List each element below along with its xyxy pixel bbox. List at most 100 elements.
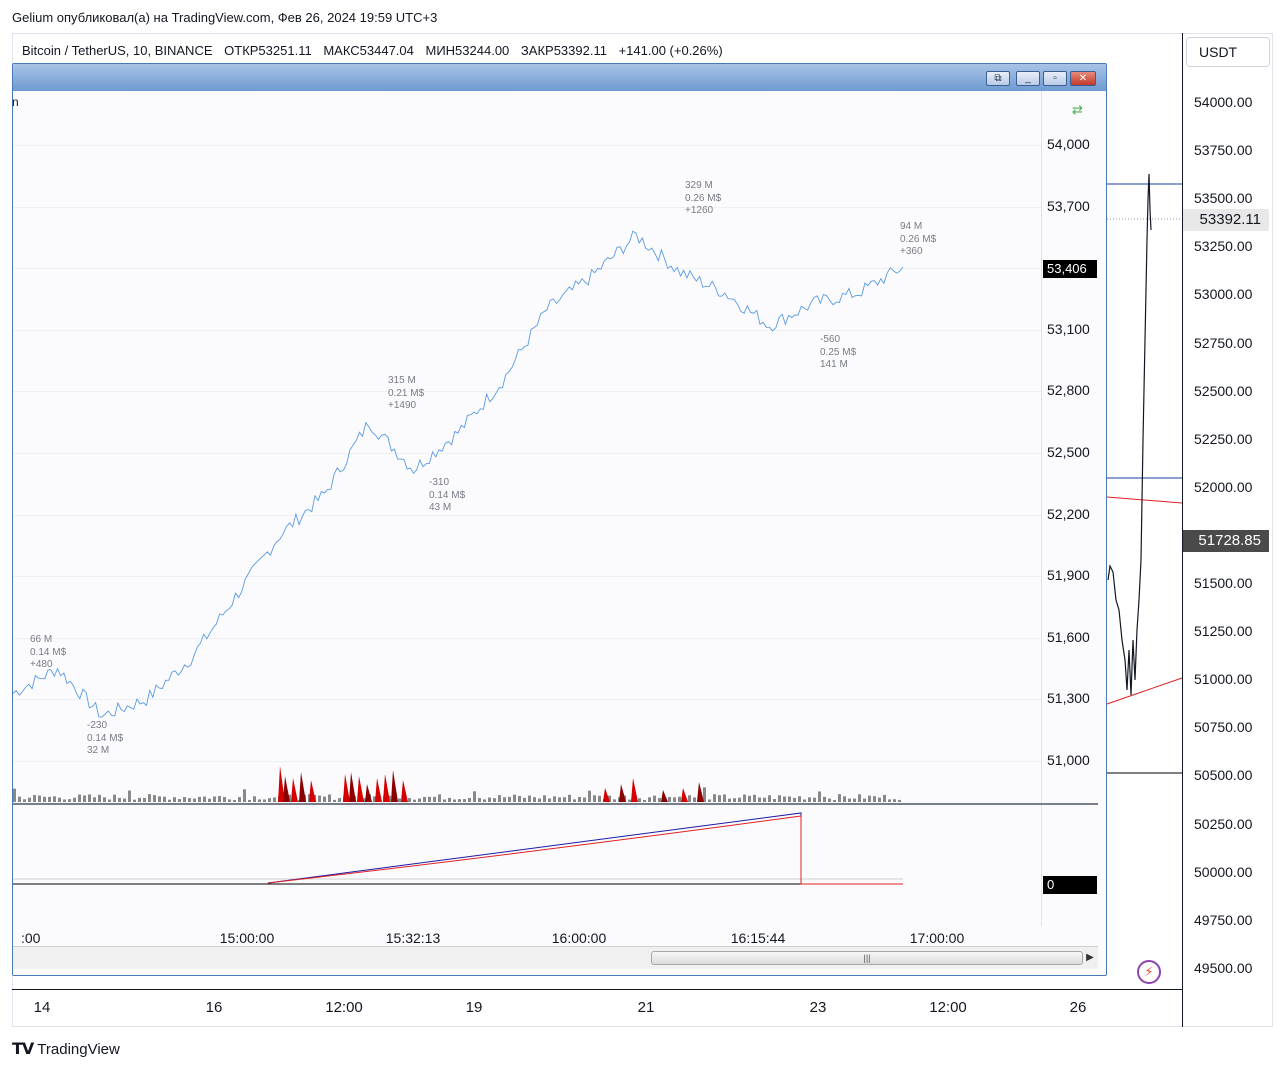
grid-line: [13, 145, 1041, 146]
volume-spike: [375, 778, 382, 802]
volume-bar: [83, 795, 86, 802]
currency-button[interactable]: USDT: [1186, 37, 1270, 67]
volume-bar: [478, 798, 481, 802]
volume-bar: [158, 796, 161, 802]
volume-bar: [893, 799, 896, 802]
volume-bar: [758, 797, 761, 802]
window-restore-button[interactable]: ⧉: [986, 71, 1010, 86]
volume-bar: [133, 799, 136, 802]
annotation-line: 0.14 M$: [87, 732, 124, 744]
volume-bar: [118, 797, 121, 802]
volume-bar: [728, 798, 731, 802]
volume-spike: [343, 774, 350, 802]
inner-price-tick: 52,800: [1047, 382, 1090, 399]
volume-bar: [548, 798, 551, 802]
volume-bar: [523, 797, 526, 802]
volume-bar: [628, 799, 631, 802]
volume-bar: [143, 797, 146, 802]
volume-bar: [598, 795, 601, 802]
volume-bar: [518, 795, 521, 802]
trend-red-lower: [1106, 677, 1183, 705]
time-tick: 21: [637, 999, 655, 1016]
window-titlebar[interactable]: ⧉ _ ▫ ✕: [13, 64, 1106, 91]
volume-bar: [543, 795, 546, 802]
annotation-line: +1260: [685, 205, 714, 216]
volume-bar: [713, 794, 716, 802]
volume-bar: [753, 794, 756, 802]
price-tick: 51500.00: [1194, 575, 1253, 591]
volume-bar: [418, 798, 421, 802]
volume-bar: [748, 795, 751, 802]
volume-bar: [423, 797, 426, 802]
symbol-legend: Bitcoin / TetherUS, 10, BINANCE ОТКР5325…: [22, 43, 731, 58]
window-close-button[interactable]: ✕: [1070, 71, 1096, 86]
volume-bar: [408, 798, 411, 802]
annotation-line: 0.26 M$: [685, 192, 722, 204]
annotation-line: 0.14 M$: [429, 489, 466, 501]
legend-low: МИН53244.00: [425, 43, 510, 58]
volume-bar: [578, 797, 581, 802]
volume-spike: [291, 778, 298, 802]
legend-symbol[interactable]: Bitcoin / TetherUS, 10, BINANCE: [22, 43, 213, 58]
volume-bar: [593, 795, 596, 802]
volume-bar: [648, 797, 651, 802]
inner-time-tick: :00: [21, 930, 41, 946]
cvd-blue-line: [267, 812, 903, 885]
price-series-line: [13, 230, 904, 718]
annotation-line: +480: [30, 659, 53, 670]
grid-line: [13, 206, 1041, 208]
scroll-right-arrow[interactable]: ▶: [1086, 952, 1094, 963]
marker-price-badge: 51728.85: [1183, 530, 1269, 552]
time-tick: 23: [809, 999, 827, 1016]
volume-bar: [583, 797, 586, 802]
volume-bar: [688, 795, 691, 802]
volume-bar: [718, 795, 721, 802]
volume-bar: [428, 796, 431, 802]
indicator-window[interactable]: ⧉ _ ▫ ✕ ⇄ 54,00053,70053,40053,10052,800…: [12, 63, 1107, 976]
volume-bar: [808, 797, 811, 802]
volume-bar: [513, 794, 516, 802]
price-tick: 53750.00: [1194, 142, 1253, 159]
volume-bar: [183, 797, 186, 802]
volume-bar: [223, 797, 226, 802]
inner-partial-label: n: [12, 95, 19, 109]
volume-bar: [483, 799, 486, 802]
volume-bar: [693, 797, 696, 802]
pane-divider[interactable]: [13, 803, 1098, 805]
volume-bar: [453, 799, 456, 802]
volume-bar: [113, 794, 116, 802]
volume-bar: [838, 794, 841, 802]
inner-price-tick: 51,000: [1047, 752, 1090, 768]
scroll-thumb[interactable]: |||: [651, 951, 1083, 965]
volume-bar: [78, 794, 81, 802]
volume-bar: [53, 796, 56, 802]
window-maximize-button[interactable]: ▫: [1043, 71, 1067, 86]
volume-bar: [703, 787, 706, 802]
volume-bar: [38, 795, 41, 802]
volume-bar: [258, 799, 261, 802]
price-tick: 54000.00: [1194, 94, 1253, 110]
price-tick: 52250.00: [1194, 430, 1253, 447]
window-minimize-button[interactable]: _: [1016, 71, 1040, 86]
volume-bar: [148, 794, 151, 802]
horizontal-scrollbar[interactable]: ||| ▶: [13, 946, 1098, 969]
volume-bar: [778, 795, 781, 802]
grid-line: [13, 514, 1041, 516]
volume-bar: [768, 795, 771, 802]
volume-bar: [788, 796, 791, 802]
swap-icon[interactable]: ⇄: [1072, 102, 1083, 117]
time-tick: 16: [205, 999, 223, 1016]
inner-time-tick: 15:00:00: [219, 930, 275, 946]
volume-bar: [203, 796, 206, 802]
volume-bar: [413, 799, 416, 802]
lightning-icon[interactable]: ⚡: [1137, 960, 1161, 984]
inner-price-tick: 51,300: [1047, 690, 1090, 707]
time-tick: 19: [465, 999, 483, 1016]
trend-red-upper: [1106, 496, 1183, 504]
volume-bar: [178, 799, 181, 802]
volume-bar: [493, 798, 496, 802]
time-tick: 26: [1069, 999, 1087, 1016]
price-tick: 50500.00: [1194, 767, 1253, 784]
inner-time-tick: 16:00:00: [551, 930, 607, 946]
